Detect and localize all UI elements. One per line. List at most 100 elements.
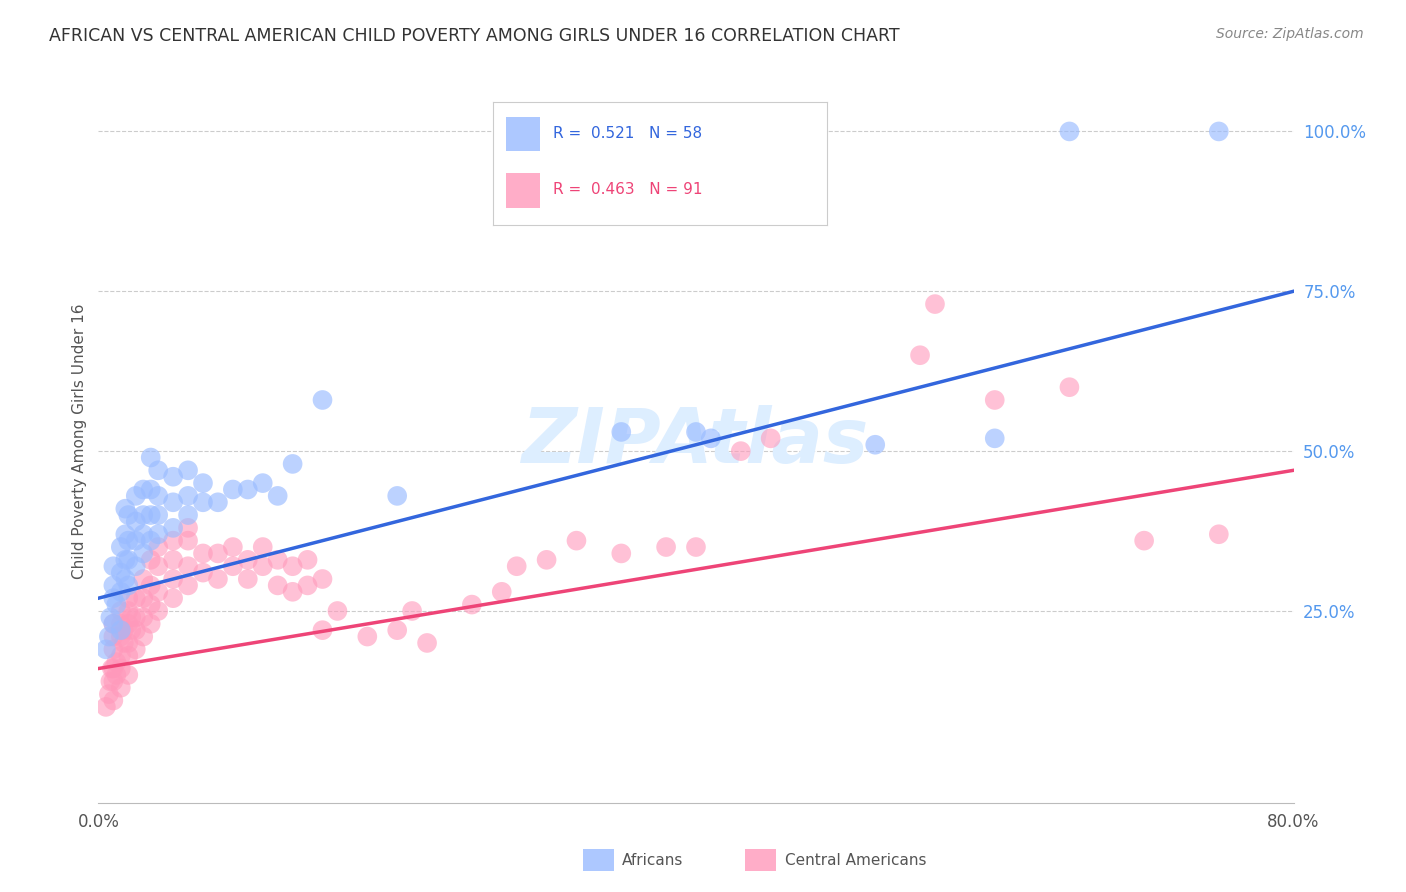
Point (105, 668, 128, 682)
Point (117, 604, 139, 618)
Point (610, 546, 633, 560)
Point (94, 699, 117, 714)
Point (148, 527, 170, 541)
Point (236, 572, 259, 586)
Point (110, 584, 132, 599)
Point (105, 598, 128, 612)
Point (97, 630, 120, 644)
Point (356, 630, 378, 644)
Point (110, 566, 132, 580)
Point (148, 559, 170, 574)
Point (267, 489, 290, 503)
Point (252, 559, 274, 574)
Point (97, 687, 120, 701)
Point (685, 540, 707, 554)
Point (110, 648, 132, 663)
Point (110, 630, 132, 644)
Point (103, 674, 125, 689)
Point (148, 508, 170, 522)
Point (162, 591, 184, 606)
Point (207, 546, 229, 560)
Point (117, 578, 139, 592)
Point (125, 610, 148, 624)
Point (177, 489, 200, 503)
Point (401, 604, 423, 618)
Point (267, 578, 290, 592)
Point (139, 450, 162, 465)
Point (385, 489, 409, 503)
Point (236, 553, 259, 567)
Text: ZIPAtlas: ZIPAtlas (522, 405, 870, 478)
Text: Africans: Africans (621, 854, 683, 868)
Point (759, 431, 782, 445)
Point (148, 540, 170, 554)
Point (506, 559, 529, 574)
Point (117, 668, 139, 682)
Point (281, 457, 304, 471)
Text: Source: ZipAtlas.com: Source: ZipAtlas.com (1216, 27, 1364, 41)
Point (281, 559, 304, 574)
Point (103, 591, 125, 606)
Point (125, 623, 148, 637)
Point (162, 469, 184, 483)
Text: Central Americans: Central Americans (785, 854, 927, 868)
Point (103, 642, 125, 657)
Point (103, 693, 125, 707)
Point (700, 431, 723, 445)
Point (117, 591, 139, 606)
Point (132, 546, 155, 560)
Point (311, 572, 333, 586)
Point (177, 559, 200, 574)
Point (461, 598, 484, 612)
Point (125, 515, 148, 529)
Point (117, 616, 139, 631)
Point (1059, 124, 1081, 138)
Point (177, 533, 200, 548)
Point (1208, 124, 1230, 138)
Point (114, 527, 136, 541)
Point (132, 630, 155, 644)
Point (148, 463, 170, 477)
Point (103, 661, 125, 675)
Point (112, 636, 135, 650)
Point (148, 604, 170, 618)
Point (222, 540, 245, 554)
Point (565, 533, 588, 548)
Point (132, 483, 155, 497)
Point (177, 521, 200, 535)
Point (222, 483, 245, 497)
Point (252, 476, 274, 491)
Point (94, 642, 117, 657)
Point (162, 553, 184, 567)
Point (98, 674, 122, 689)
Point (110, 604, 132, 618)
Point (984, 392, 1007, 407)
Point (114, 501, 136, 516)
Point (103, 578, 125, 592)
Point (125, 559, 148, 574)
Point (117, 553, 139, 567)
Point (139, 553, 162, 567)
Text: AFRICAN VS CENTRAL AMERICAN CHILD POVERTY AMONG GIRLS UNDER 16 CORRELATION CHART: AFRICAN VS CENTRAL AMERICAN CHILD POVERT… (49, 27, 900, 45)
Point (207, 495, 229, 509)
Point (730, 444, 752, 458)
Point (139, 533, 162, 548)
Point (125, 533, 148, 548)
Point (114, 553, 136, 567)
Point (110, 540, 132, 554)
Point (222, 559, 245, 574)
Point (297, 578, 319, 592)
Point (103, 630, 125, 644)
Point (103, 559, 125, 574)
Point (297, 553, 319, 567)
Point (125, 591, 148, 606)
Point (139, 578, 162, 592)
Point (311, 392, 333, 407)
Point (685, 425, 707, 439)
Point (103, 616, 125, 631)
Point (110, 623, 132, 637)
Point (110, 661, 132, 675)
Point (1208, 527, 1230, 541)
Point (491, 584, 513, 599)
Point (98, 610, 122, 624)
